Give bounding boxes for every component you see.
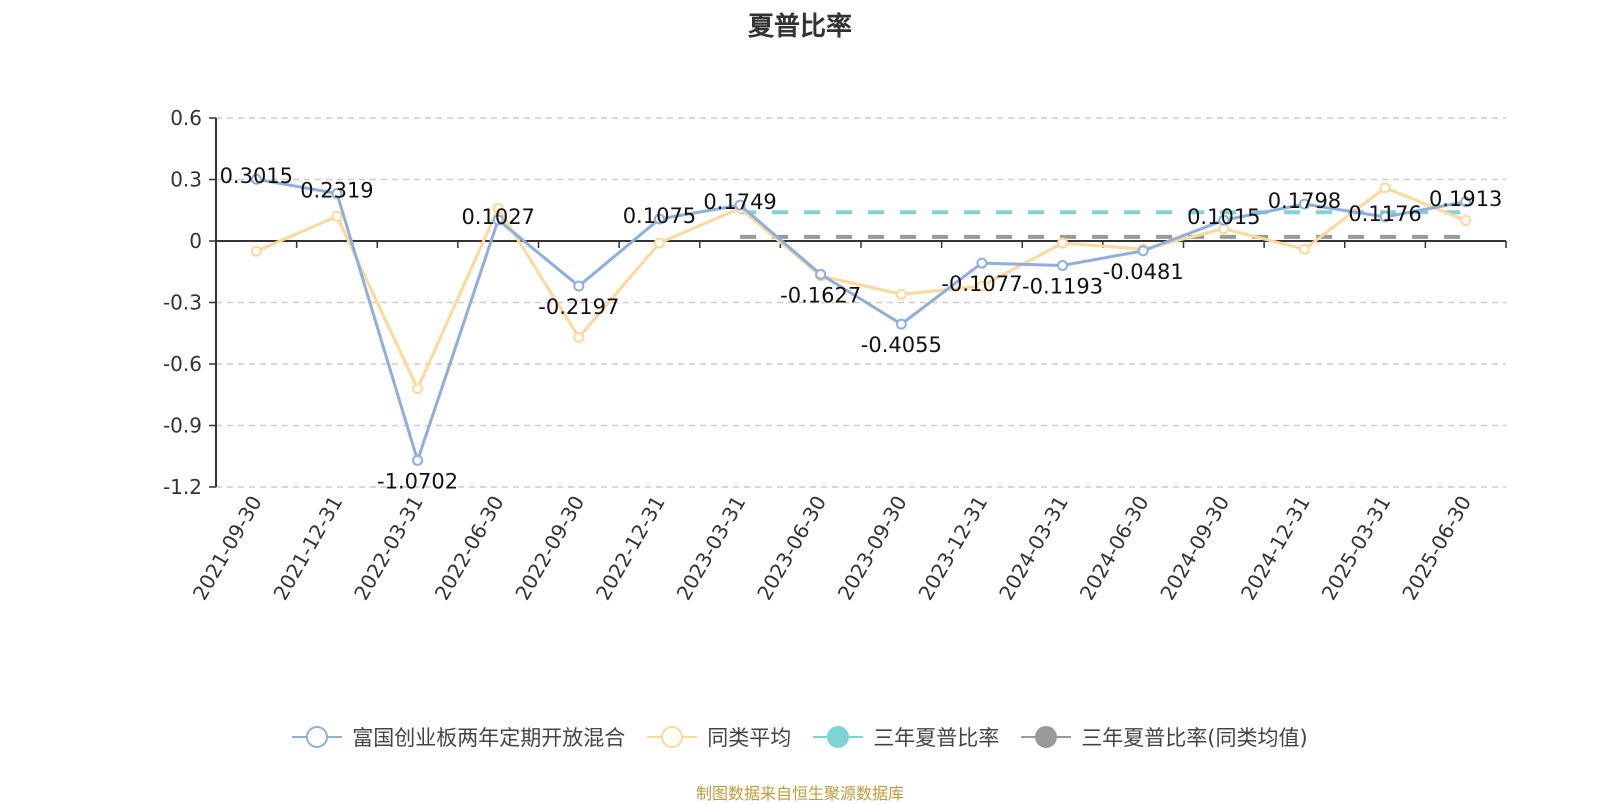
x-tick-label: 2023-12-31	[913, 492, 992, 605]
data-point	[331, 210, 343, 222]
x-tick-label: 2022-03-31	[349, 492, 428, 605]
data-point	[1460, 215, 1472, 226]
data-point	[412, 383, 424, 395]
data-label: 0.1027	[461, 205, 534, 229]
legend-item[interactable]: 三年夏普比率(同类均值)	[1021, 722, 1308, 752]
x-tick-label: 2024-06-30	[1075, 492, 1154, 605]
data-label: 0.1749	[703, 190, 776, 214]
data-label: 0.1015	[1187, 205, 1260, 229]
legend-item[interactable]: 三年夏普比率	[813, 722, 999, 752]
data-label: -0.1077	[941, 272, 1022, 296]
x-tick-label: 2025-03-31	[1316, 492, 1395, 605]
data-point	[1379, 211, 1391, 223]
data-point	[1298, 243, 1310, 255]
data-label: 0.1075	[623, 204, 696, 228]
y-tick-label: -0.6	[163, 352, 202, 376]
x-tick-label: 2022-12-31	[591, 492, 670, 605]
x-tick-label: 2023-09-30	[833, 492, 912, 605]
legend-marker-icon	[813, 726, 864, 748]
y-tick-label: -0.3	[163, 291, 202, 315]
gridlines	[216, 117, 1506, 488]
data-point	[1460, 196, 1472, 208]
data-point	[895, 288, 907, 300]
data-point	[1057, 259, 1069, 271]
x-tick-label: 2022-06-30	[430, 492, 509, 605]
data-point	[815, 268, 827, 280]
data-label: -0.2197	[538, 295, 619, 319]
x-tick-label: 2024-12-31	[1236, 492, 1315, 605]
data-label: 0.2319	[300, 178, 373, 202]
data-label: 0.1798	[1268, 189, 1341, 213]
series-lines	[250, 173, 1472, 466]
data-label: -1.0702	[377, 469, 458, 493]
data-point	[412, 454, 424, 466]
legend-label: 同类平均	[707, 726, 792, 750]
x-tick-label: 2022-09-30	[510, 492, 589, 605]
data-point	[250, 173, 262, 185]
x-tick-label: 2024-09-30	[1155, 492, 1234, 605]
data-label: -0.4055	[861, 333, 942, 357]
data-point	[1298, 198, 1310, 210]
data-point	[250, 245, 262, 257]
data-point	[331, 187, 343, 199]
legend-marker-icon	[1021, 726, 1072, 748]
data-point	[573, 280, 585, 292]
x-tick-label: 2023-06-30	[752, 492, 831, 605]
data-label: -0.1627	[780, 283, 861, 307]
data-point	[653, 213, 665, 225]
x-tick-label: 2021-12-31	[268, 492, 347, 605]
data-point	[653, 237, 665, 249]
legend-label: 三年夏普比率(同类均值)	[1081, 726, 1308, 750]
data-point	[1137, 245, 1149, 257]
legend: 富国创业板两年定期开放混合 同类平均 三年夏普比率 三年夏普比率(同类均值)	[0, 722, 1600, 752]
y-tick-label: 0	[189, 229, 202, 253]
legend-marker-icon	[647, 726, 698, 748]
legend-label: 富国创业板两年定期开放混合	[352, 726, 626, 750]
data-labels: 0.3015 0.2319 -1.0702 0.1027 -0.2197 0.1075 0.…	[220, 164, 1503, 493]
x-tick-label: 2023-03-31	[671, 492, 750, 605]
data-point	[976, 280, 988, 292]
data-label: -0.0481	[1103, 260, 1184, 284]
data-label: 0.1913	[1429, 187, 1502, 211]
data-point	[1218, 214, 1230, 226]
y-tick-label: -0.9	[163, 414, 202, 438]
data-label: -0.1193	[1022, 274, 1103, 298]
data-point	[895, 318, 907, 330]
data-point	[1379, 182, 1391, 194]
y-tick-label: 0.3	[170, 168, 202, 192]
data-point	[976, 257, 988, 269]
reference-lines	[740, 210, 1466, 239]
data-label: 0.1176	[1348, 202, 1421, 226]
data-point	[734, 199, 746, 211]
x-tick-label: 2021-09-30	[188, 492, 267, 605]
data-label: 0.3015	[220, 164, 293, 188]
legend-item[interactable]: 同类平均	[647, 722, 791, 752]
fund-line	[256, 177, 1466, 462]
data-point	[1057, 237, 1069, 249]
chart-title: 夏普比率	[747, 12, 852, 42]
data-point	[492, 202, 504, 214]
x-tick-label: 2025-06-30	[1397, 492, 1476, 605]
x-tick-label: 2024-03-31	[994, 492, 1073, 605]
data-point	[492, 214, 504, 226]
legend-marker-icon	[292, 726, 343, 748]
y-tick-label: 0.6	[170, 106, 202, 130]
legend-label: 三年夏普比率	[873, 726, 1000, 750]
peer-average-line	[255, 186, 1467, 391]
data-point	[573, 331, 585, 343]
y-tick-label: -1.2	[163, 475, 202, 499]
legend-item[interactable]: 富国创业板两年定期开放混合	[292, 722, 625, 752]
footer-source-note: 制图数据来自恒生聚源数据库	[695, 784, 904, 803]
